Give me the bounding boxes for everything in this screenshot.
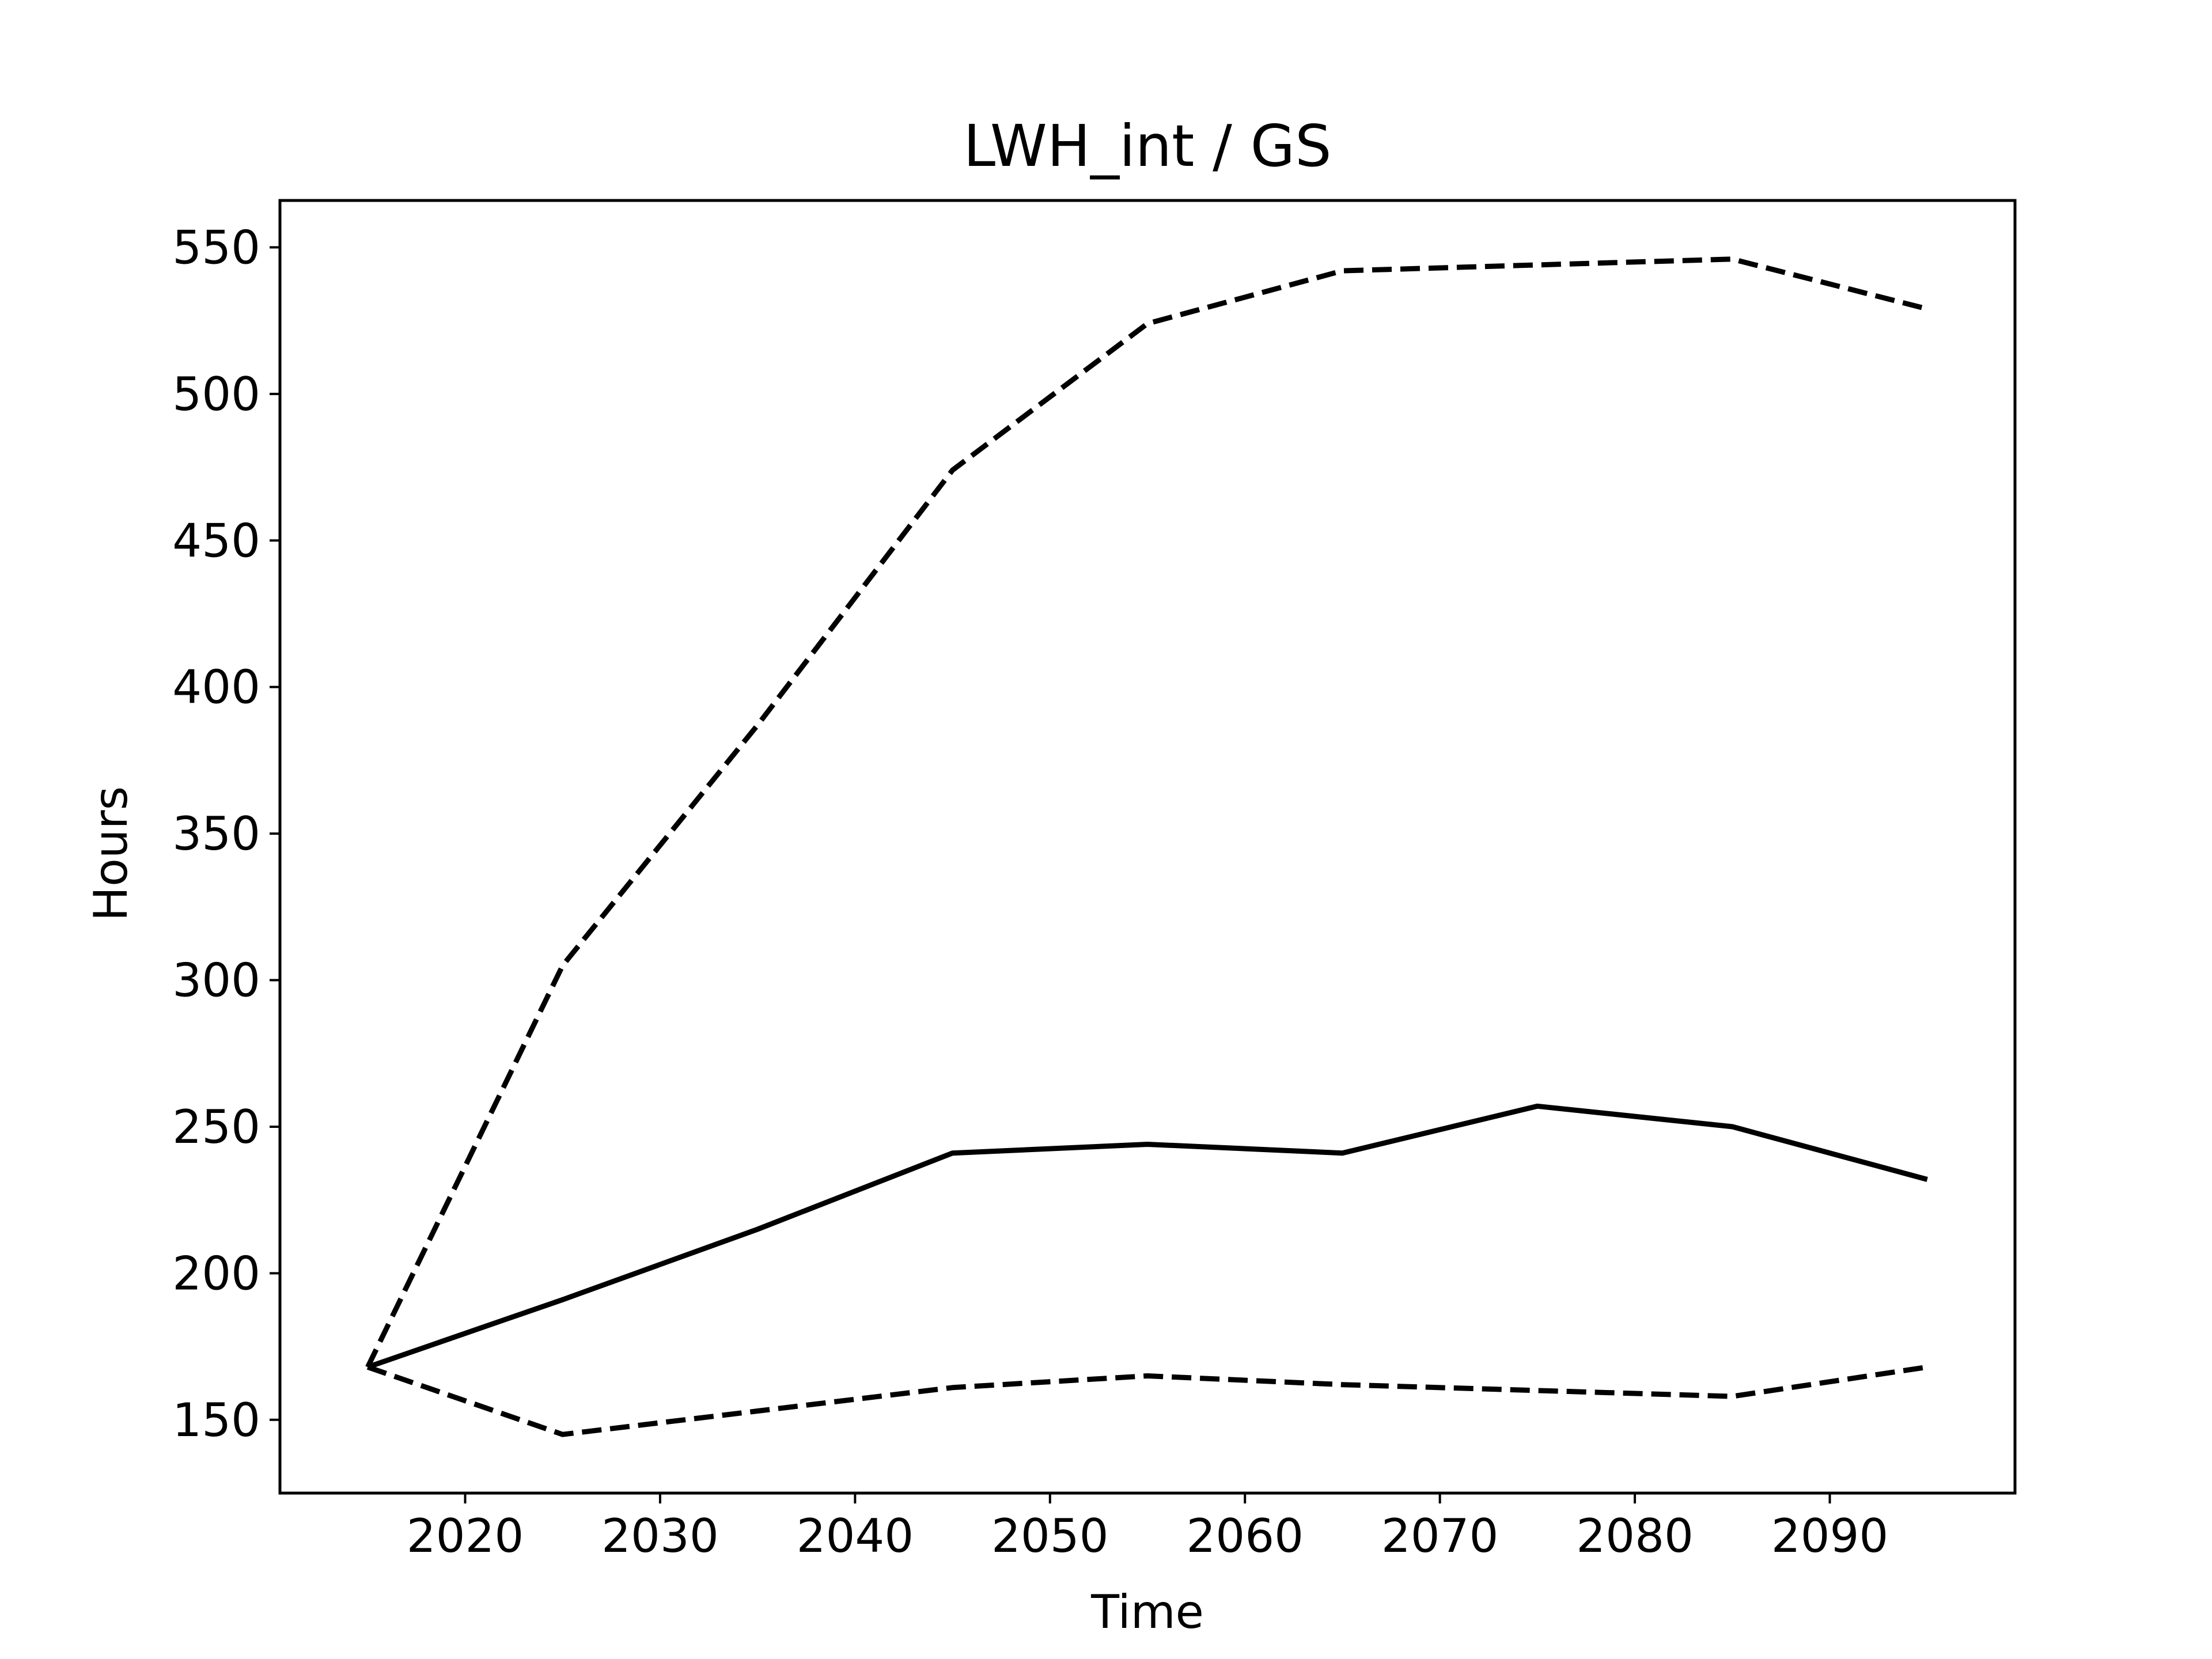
y-tick-label: 550: [172, 221, 260, 274]
x-tick-label: 2080: [1576, 1509, 1694, 1563]
x-axis-ticks: 2020 2030 2040 2050 2060 2070 2080 2090: [407, 1493, 1889, 1563]
y-tick-label: 450: [172, 514, 260, 567]
plot-area-frame: [278, 199, 2017, 1495]
y-tick-label: 200: [172, 1247, 260, 1300]
y-tick-label: 250: [172, 1100, 260, 1154]
y-axis-ticks: 150 200 250 300 350 400 450 500 550: [172, 221, 280, 1447]
y-tick-label: 400: [172, 661, 260, 714]
chart-title: LWH_int / GS: [963, 112, 1331, 180]
y-axis-label: Hours: [84, 786, 138, 921]
y-tick-label: 500: [172, 368, 260, 421]
x-tick-label: 2050: [991, 1509, 1109, 1563]
y-tick-label: 350: [172, 807, 260, 861]
x-tick-label: 2070: [1381, 1509, 1499, 1563]
series-line-1-dashed: [365, 256, 1928, 1369]
series-line-2-solid: [366, 1103, 1928, 1370]
x-tick-label: 2090: [1771, 1509, 1889, 1563]
x-axis-label: Time: [1090, 1585, 1204, 1639]
y-tick-label: 300: [172, 954, 260, 1007]
series-line-3-dashed: [366, 1364, 1928, 1437]
y-tick-label: 150: [172, 1393, 260, 1447]
x-tick-label: 2060: [1186, 1509, 1304, 1563]
series-layer: [365, 256, 1928, 1437]
x-tick-label: 2040: [797, 1509, 914, 1563]
x-tick-label: 2030: [601, 1509, 719, 1563]
x-tick-label: 2020: [407, 1509, 524, 1563]
